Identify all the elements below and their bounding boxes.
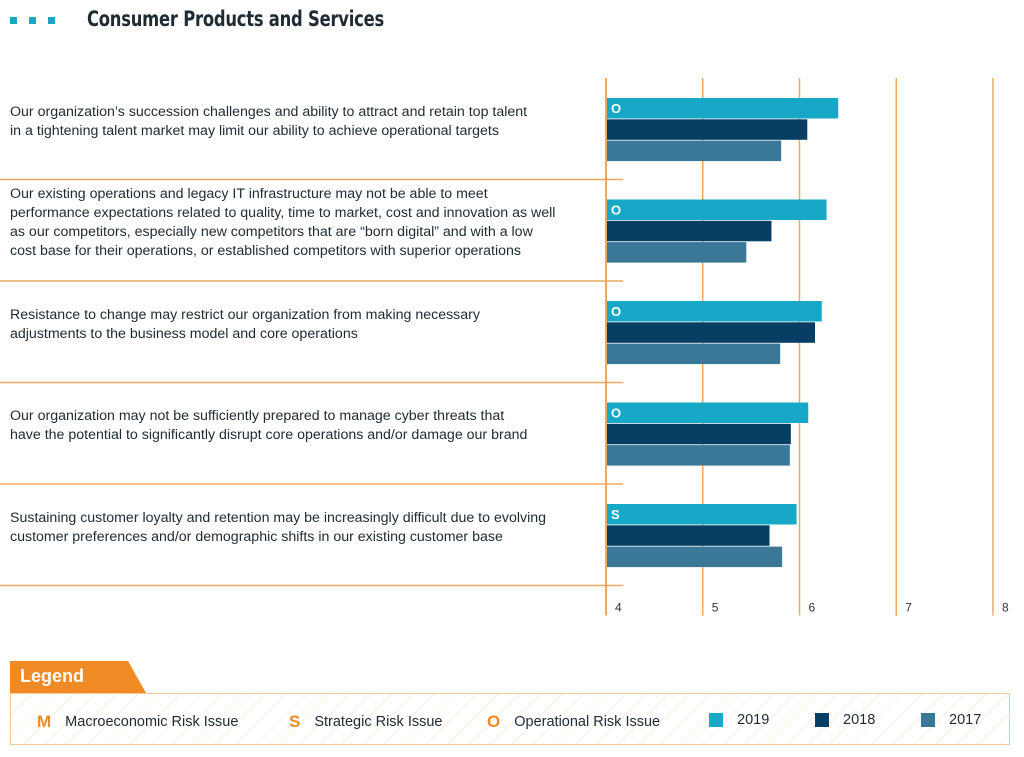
risk-statement-line: Resistance to change may restrict our or…	[10, 306, 480, 323]
bar-2018-row-4	[607, 423, 791, 445]
bar-2018-row-2	[607, 220, 772, 242]
bar-2019-row-5	[607, 504, 797, 525]
risk-statement-line: customer preferences and/or demographic …	[10, 528, 503, 545]
risk-statement: Resistance to change may restrict our or…	[10, 306, 590, 344]
legend-item-strategic: S Strategic Risk Issue	[289, 712, 442, 732]
legend-label-2018: 2018	[843, 712, 876, 728]
bar-2017-row-4	[607, 445, 790, 466]
legend-label-2019: 2019	[737, 712, 770, 728]
risk-statement-line: cost base for their operations, or estab…	[10, 243, 522, 260]
bar-2018-row-5	[607, 525, 770, 546]
bar-2018-row-3	[607, 322, 816, 343]
legend-swatch-2017	[921, 713, 935, 727]
bar-2019-row-2	[607, 199, 827, 220]
risk-statement-line: Our organization may not be sufficiently…	[10, 408, 505, 425]
page-header: Consumer Products and Services	[0, 0, 1024, 44]
risk-statement-line: as our competitors, especially new compe…	[10, 224, 533, 241]
legend-swatch-2019	[709, 713, 723, 727]
x-tick-label-8: 8	[1002, 601, 1009, 615]
risk-type-letter: S	[611, 507, 620, 522]
risk-type-letter: O	[611, 101, 621, 116]
legend-box: M Macroeconomic Risk Issue S Strategic R…	[10, 693, 1010, 745]
legend-item-2018: 2018	[815, 712, 875, 728]
x-tick-label-7: 7	[905, 601, 912, 615]
bar-2018-row-1	[607, 119, 808, 140]
x-tick-label-4: 4	[615, 601, 622, 615]
risk-bar-chart: 4 5 6 7 8 O O O O S	[0, 78, 1009, 616]
bar-2019-row-1	[607, 98, 839, 119]
bar-2017-row-5	[607, 546, 783, 568]
legend-item-macroeconomic: M Macroeconomic Risk Issue	[37, 712, 238, 732]
bar-2017-row-3	[607, 343, 781, 365]
risk-statement: Our existing operations and legacy IT in…	[10, 185, 590, 261]
legend-label-strategic: Strategic Risk Issue	[314, 714, 443, 730]
legend-item-2017: 2017	[921, 712, 981, 728]
legend-label-macroeconomic: Macroeconomic Risk Issue	[65, 714, 239, 730]
bar-2019-row-3	[607, 301, 822, 322]
risk-statement: Our organization’s succession challenges…	[10, 103, 590, 141]
legend-swatch-2018	[815, 713, 829, 727]
bar-2019-row-4	[607, 402, 809, 423]
risk-statement-line: Our existing operations and legacy IT in…	[10, 186, 488, 203]
legend-letter-m: M	[37, 712, 52, 731]
risk-statement-line: have the potential to significantly disr…	[10, 427, 528, 444]
risk-statement-line: performance expectations related to qual…	[10, 205, 556, 222]
risk-statement-line: Our organization’s succession challenges…	[10, 103, 528, 120]
x-tick-label-5: 5	[712, 601, 719, 615]
risk-type-letter: O	[611, 406, 621, 421]
legend-item-operational: O Operational Risk Issue	[487, 712, 660, 732]
bar-2017-row-1	[607, 140, 782, 162]
risk-statement-line: Sustaining customer loyalty and retentio…	[10, 509, 547, 526]
legend-title: Legend	[20, 666, 85, 686]
risk-statement-line: adjustments to the business model and co…	[10, 325, 358, 342]
legend-label-operational: Operational Risk Issue	[514, 714, 661, 730]
legend-letter-o: O	[487, 712, 501, 731]
risk-statement: Sustaining customer loyalty and retentio…	[10, 509, 590, 547]
bar-2017-row-2	[607, 242, 747, 263]
legend-letter-s: S	[289, 712, 301, 731]
legend-tab: Legend	[10, 661, 146, 693]
legend-label-2017: 2017	[949, 712, 982, 728]
risk-type-letter: O	[611, 304, 621, 319]
risk-statement: Our organization may not be sufficiently…	[10, 407, 590, 445]
risk-statement-line: in a tightening talent market may limit …	[10, 122, 499, 139]
legend-item-2019: 2019	[709, 712, 769, 728]
risk-type-letter: O	[611, 203, 621, 218]
page-title: Consumer Products and Services	[87, 7, 384, 31]
x-tick-label-6: 6	[809, 601, 816, 615]
header-dots-icon	[10, 17, 55, 24]
